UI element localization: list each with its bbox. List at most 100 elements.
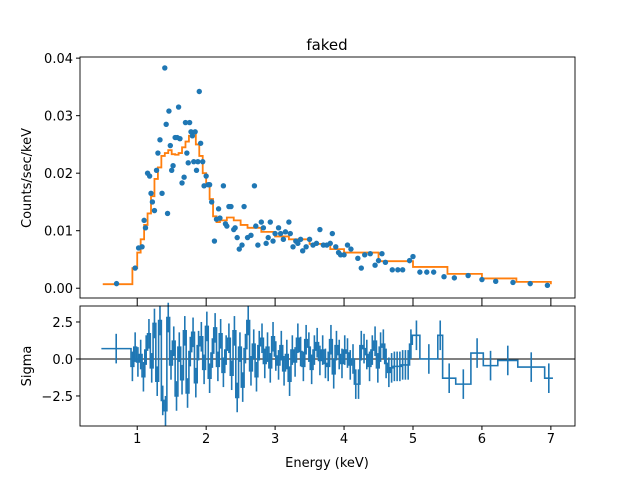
data-point: [260, 225, 267, 231]
data-point: [132, 265, 138, 271]
x-axis-label: Energy (keV): [285, 456, 369, 471]
data-point: [255, 242, 261, 248]
data-point: [272, 230, 278, 237]
y-tick-label: 0.02: [44, 167, 73, 182]
data-point: [239, 242, 245, 248]
data-point: [164, 210, 171, 217]
data-point: [389, 267, 396, 273]
data-point: [406, 257, 413, 264]
data-point: [217, 215, 223, 221]
data-point: [263, 240, 269, 247]
data-point: [367, 251, 373, 257]
data-point: [234, 234, 240, 241]
data-point: [258, 219, 265, 225]
data-point: [430, 269, 437, 275]
data-point: [146, 173, 153, 179]
y-tick-label: 0.00: [44, 282, 73, 297]
data-point: [382, 259, 389, 266]
data-point: [306, 236, 313, 243]
axes-frame: [79, 305, 576, 427]
data-point: [253, 223, 259, 229]
x-tick-label: 1: [133, 432, 141, 447]
data-point: [297, 236, 304, 243]
data-point: [177, 135, 183, 142]
data-point: [267, 219, 273, 225]
data-point: [362, 252, 368, 258]
y-tick-label: 0.03: [44, 110, 73, 125]
data-point: [201, 183, 207, 189]
x-tick-label: 6: [478, 432, 486, 447]
data-point: [197, 140, 204, 146]
data-point: [153, 167, 160, 174]
data-point: [182, 119, 189, 126]
data-point: [277, 230, 284, 237]
data-point: [441, 274, 447, 280]
data-point: [313, 240, 320, 247]
y-tick-label: 0.0: [52, 353, 73, 368]
data-point: [303, 244, 309, 250]
data-point: [139, 244, 145, 250]
data-point: [527, 280, 533, 287]
data-point: [410, 253, 416, 260]
data-point: [149, 199, 156, 205]
data-point: [196, 88, 202, 95]
data-point: [220, 183, 227, 189]
data-point: [451, 275, 458, 281]
data-point: [465, 272, 471, 279]
data-point: [170, 163, 176, 169]
data-point: [395, 267, 401, 273]
data-point: [286, 219, 292, 225]
data-point: [211, 238, 218, 244]
data-point: [167, 142, 174, 149]
data-point: [375, 257, 382, 264]
data-point: [179, 180, 185, 186]
data-point: [186, 119, 193, 126]
data-point: [113, 280, 120, 287]
data-point: [348, 246, 354, 252]
data-point: [151, 207, 158, 214]
data-point: [159, 190, 165, 197]
data-point: [275, 225, 282, 231]
data-point: [358, 265, 364, 271]
data-point: [184, 150, 190, 156]
data-point: [208, 199, 215, 205]
data-point: [157, 137, 163, 143]
y-tick-label: 2.5: [52, 316, 73, 331]
x-tick-label: 2: [202, 432, 210, 447]
data-point: [155, 150, 161, 156]
data-point: [399, 267, 406, 273]
data-point: [181, 174, 187, 180]
data-point: [290, 244, 296, 250]
data-point: [424, 269, 430, 275]
x-tick-label: 5: [409, 432, 417, 447]
data-point: [185, 160, 191, 166]
data-point: [287, 230, 293, 237]
data-point: [141, 217, 147, 224]
data-point: [148, 190, 154, 197]
data-point: [317, 226, 323, 233]
data-point: [236, 246, 242, 252]
x-tick-label: 3: [271, 432, 279, 447]
data-point: [372, 262, 378, 268]
data-point: [166, 108, 172, 114]
data-point: [195, 158, 201, 165]
data-point: [510, 279, 516, 286]
data-point: [193, 167, 200, 174]
data-point: [232, 225, 238, 231]
data-point: [265, 234, 271, 241]
data-point: [493, 278, 499, 285]
data-point: [333, 244, 339, 250]
data-point: [142, 225, 149, 231]
data-point: [248, 232, 254, 239]
data-point: [162, 65, 168, 71]
data-point: [270, 238, 276, 244]
data-point: [280, 236, 287, 243]
data-point: [228, 203, 234, 210]
data-point: [200, 158, 206, 165]
bottom-y-axis-label: Sigma: [20, 346, 35, 387]
data-point: [479, 276, 485, 283]
data-point: [544, 282, 551, 289]
data-point: [417, 269, 423, 275]
data-point: [329, 230, 336, 237]
